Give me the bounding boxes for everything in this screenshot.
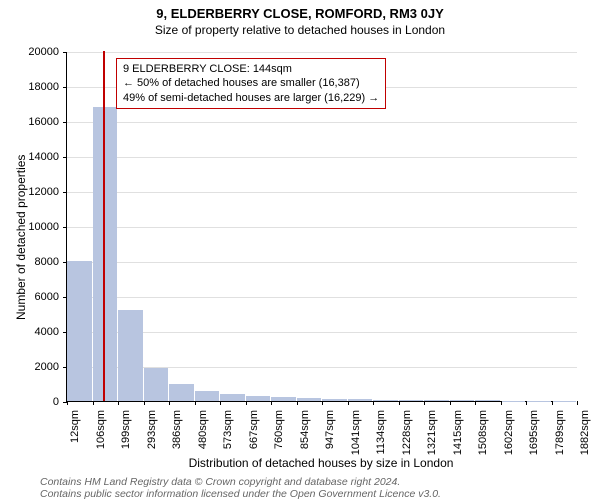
histogram-bar bbox=[373, 400, 398, 401]
x-tick-label: 1789sqm bbox=[554, 410, 566, 460]
x-tick-mark bbox=[271, 401, 272, 405]
x-tick-mark bbox=[322, 401, 323, 405]
y-tick-mark bbox=[63, 227, 67, 228]
grid-line bbox=[67, 192, 577, 193]
x-tick-mark bbox=[195, 401, 196, 405]
x-tick-mark bbox=[373, 401, 374, 405]
x-tick-mark bbox=[220, 401, 221, 405]
histogram-bar bbox=[399, 400, 424, 401]
y-tick-mark bbox=[63, 87, 67, 88]
grid-line bbox=[67, 262, 577, 263]
histogram-bar bbox=[220, 394, 245, 401]
grid-line bbox=[67, 52, 577, 53]
chart-title: 9, ELDERBERRY CLOSE, ROMFORD, RM3 0JY bbox=[0, 6, 600, 21]
x-tick-label: 1321sqm bbox=[426, 410, 438, 460]
x-tick-mark bbox=[552, 401, 553, 405]
x-tick-label: 199sqm bbox=[120, 410, 132, 460]
footnote-2: Contains public sector information licen… bbox=[40, 488, 441, 500]
x-tick-label: 854sqm bbox=[299, 410, 311, 460]
histogram-bar bbox=[246, 396, 271, 401]
histogram-bar bbox=[67, 261, 92, 401]
histogram-bar bbox=[450, 400, 475, 401]
grid-line bbox=[67, 122, 577, 123]
x-tick-mark bbox=[450, 401, 451, 405]
x-tick-mark bbox=[67, 401, 68, 405]
x-tick-mark bbox=[144, 401, 145, 405]
x-tick-label: 1508sqm bbox=[477, 410, 489, 460]
x-tick-label: 947sqm bbox=[324, 410, 336, 460]
y-tick-label: 2000 bbox=[15, 361, 59, 373]
histogram-bar bbox=[322, 399, 347, 401]
x-tick-mark bbox=[348, 401, 349, 405]
callout-box: 9 ELDERBERRY CLOSE: 144sqm ← 50% of deta… bbox=[116, 58, 386, 109]
grid-line bbox=[67, 332, 577, 333]
x-tick-label: 667sqm bbox=[248, 410, 260, 460]
x-tick-mark bbox=[93, 401, 94, 405]
grid-line bbox=[67, 227, 577, 228]
x-tick-label: 12sqm bbox=[69, 410, 81, 460]
x-tick-label: 1882sqm bbox=[579, 410, 591, 460]
x-axis-label: Distribution of detached houses by size … bbox=[66, 456, 576, 470]
x-tick-label: 1602sqm bbox=[503, 410, 515, 460]
histogram-bar bbox=[195, 391, 220, 402]
chart-area: 0200040006000800010000120001400016000180… bbox=[66, 52, 576, 402]
histogram-bar bbox=[144, 368, 169, 401]
x-tick-mark bbox=[399, 401, 400, 405]
chart-subtitle: Size of property relative to detached ho… bbox=[0, 23, 600, 37]
x-tick-label: 293sqm bbox=[146, 410, 158, 460]
x-tick-mark bbox=[577, 401, 578, 405]
x-tick-label: 106sqm bbox=[95, 410, 107, 460]
callout-line-1: 9 ELDERBERRY CLOSE: 144sqm bbox=[123, 62, 379, 76]
y-tick-label: 18000 bbox=[15, 81, 59, 93]
chart-container: 9, ELDERBERRY CLOSE, ROMFORD, RM3 0JY Si… bbox=[0, 0, 600, 500]
histogram-bar bbox=[297, 398, 322, 402]
y-tick-label: 16000 bbox=[15, 116, 59, 128]
histogram-bar bbox=[271, 397, 296, 401]
x-tick-label: 1134sqm bbox=[375, 410, 387, 460]
x-tick-label: 480sqm bbox=[197, 410, 209, 460]
callout-line-2: ← 50% of detached houses are smaller (16… bbox=[123, 76, 379, 90]
x-tick-label: 1415sqm bbox=[452, 410, 464, 460]
histogram-bar bbox=[475, 400, 500, 401]
histogram-bar bbox=[118, 310, 143, 401]
x-tick-mark bbox=[297, 401, 298, 405]
y-tick-mark bbox=[63, 122, 67, 123]
x-tick-label: 573sqm bbox=[222, 410, 234, 460]
x-tick-label: 760sqm bbox=[273, 410, 285, 460]
y-tick-mark bbox=[63, 192, 67, 193]
y-tick-mark bbox=[63, 52, 67, 53]
x-tick-label: 1695sqm bbox=[528, 410, 540, 460]
x-tick-mark bbox=[501, 401, 502, 405]
x-tick-mark bbox=[169, 401, 170, 405]
x-tick-mark bbox=[118, 401, 119, 405]
x-tick-mark bbox=[526, 401, 527, 405]
marker-line bbox=[103, 51, 105, 401]
x-tick-label: 1041sqm bbox=[350, 410, 362, 460]
callout-line-3: 49% of semi-detached houses are larger (… bbox=[123, 91, 379, 105]
grid-line bbox=[67, 157, 577, 158]
histogram-bar bbox=[348, 399, 373, 401]
x-tick-mark bbox=[246, 401, 247, 405]
y-tick-mark bbox=[63, 157, 67, 158]
histogram-bar bbox=[169, 384, 194, 402]
x-tick-mark bbox=[424, 401, 425, 405]
y-tick-label: 20000 bbox=[15, 46, 59, 58]
x-tick-label: 1228sqm bbox=[401, 410, 413, 460]
x-tick-label: 386sqm bbox=[171, 410, 183, 460]
histogram-bar bbox=[424, 400, 449, 401]
y-tick-label: 0 bbox=[15, 396, 59, 408]
y-axis-label: Number of detached properties bbox=[14, 155, 28, 320]
grid-line bbox=[67, 297, 577, 298]
y-tick-label: 4000 bbox=[15, 326, 59, 338]
footnote-1: Contains HM Land Registry data © Crown c… bbox=[40, 476, 400, 488]
x-tick-mark bbox=[475, 401, 476, 405]
